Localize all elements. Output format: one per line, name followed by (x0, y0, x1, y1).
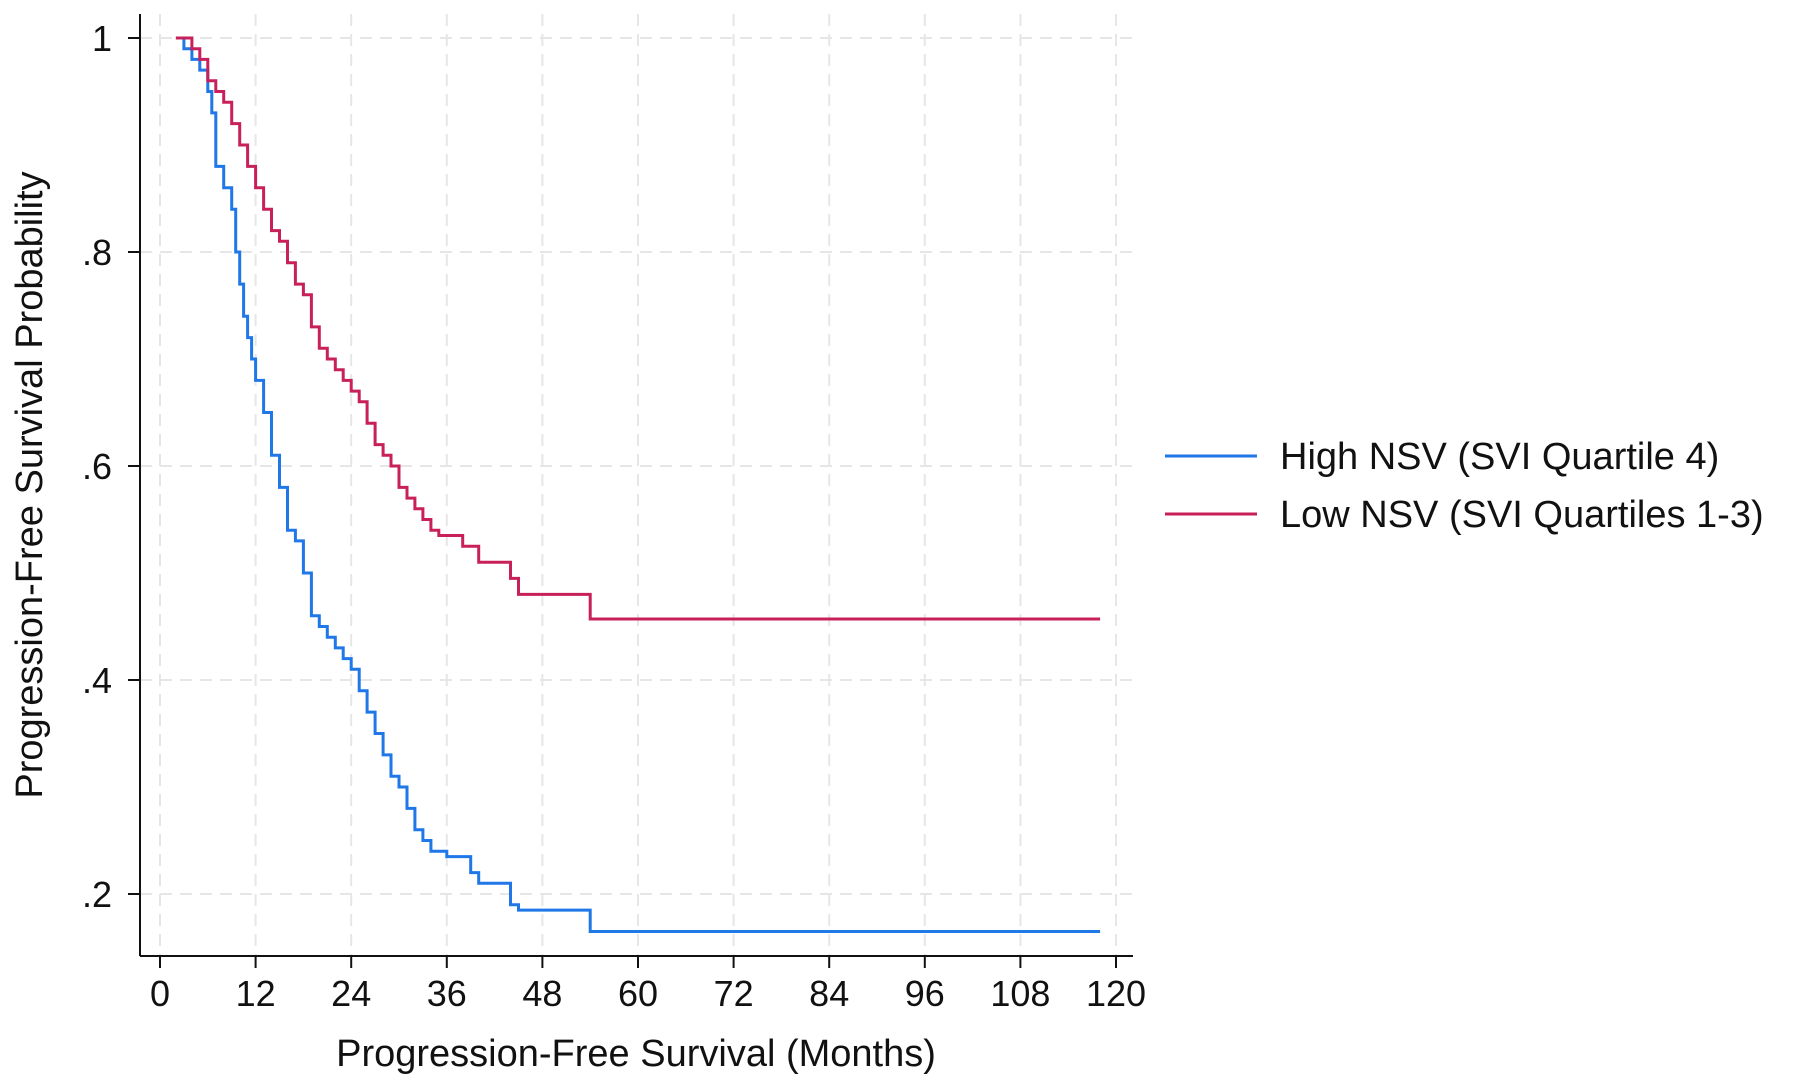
grid (140, 14, 1133, 956)
legend-label: Low NSV (SVI Quartiles 1-3) (1280, 494, 1764, 536)
axes (128, 14, 1133, 968)
series-lines (175, 36, 1101, 933)
x-tick-label: 108 (990, 973, 1050, 1014)
x-tick-label: 96 (905, 973, 945, 1014)
y-tick-label: .4 (82, 660, 112, 701)
tick-labels: 0 12 24 36 48 60 72 84 96 108 120 1 .8 .6 .4 .2 (82, 18, 1146, 1014)
legend-label: High NSV (SVI Quartile 4) (1280, 436, 1719, 478)
y-tick-label: .2 (82, 874, 112, 915)
y-axis-title: Progression-Free Survival Probability (9, 171, 51, 798)
x-tick-label: 24 (331, 973, 371, 1014)
y-tick-label: .8 (82, 232, 112, 273)
x-tick-label: 12 (236, 973, 276, 1014)
x-tick-label: 60 (618, 973, 658, 1014)
legend: High NSV (SVI Quartile 4) Low NSV (SVI Qu… (1165, 436, 1764, 536)
series-line-low-nsv (175, 36, 1101, 621)
y-tick-label: 1 (92, 18, 112, 59)
y-tick-label: .6 (82, 446, 112, 487)
series-line-high-nsv (175, 36, 1101, 933)
x-axis-title: Progression-Free Survival (Months) (336, 1033, 936, 1075)
x-tick-label: 120 (1086, 973, 1146, 1014)
x-tick-label: 72 (714, 973, 754, 1014)
x-tick-label: 48 (522, 973, 562, 1014)
x-tick-label: 36 (427, 973, 467, 1014)
x-tick-label: 84 (809, 973, 849, 1014)
x-tick-label: 0 (150, 973, 170, 1014)
